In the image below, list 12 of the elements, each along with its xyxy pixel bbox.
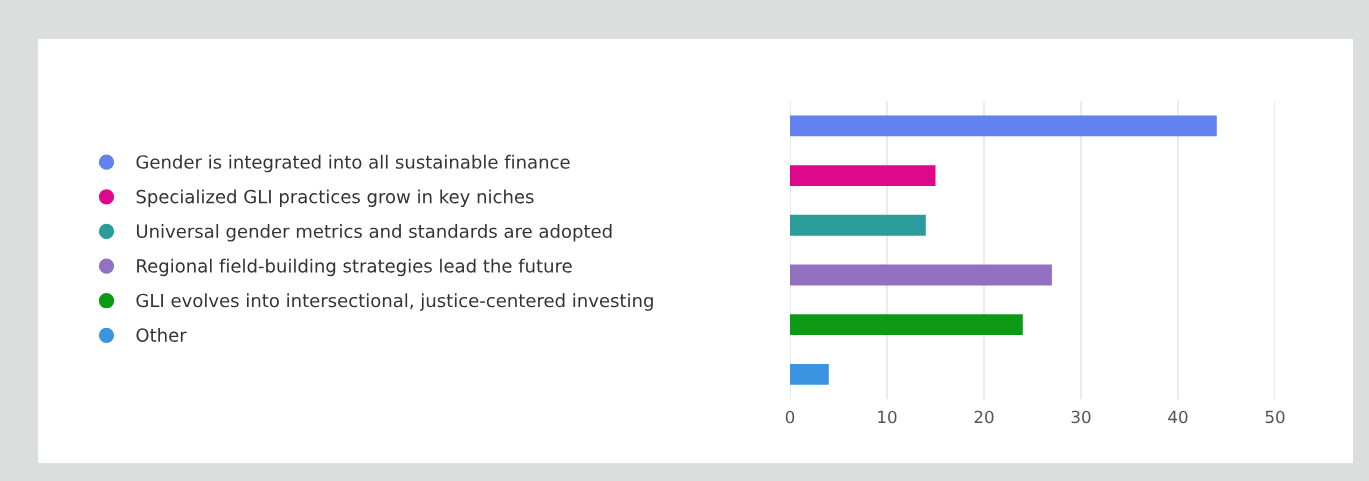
x-tick-label: 20	[974, 410, 994, 424]
x-tick-label: 10	[878, 410, 897, 424]
legend-label: Universal gender metrics and standards are adopted	[136, 224, 612, 242]
x-tick-label: 50	[1265, 410, 1285, 424]
x-tick-label: 0	[785, 410, 795, 424]
legend-label: GLI evolves into intersectional, justice-centered investing	[136, 293, 653, 311]
x-tick-label: 30	[1071, 410, 1091, 424]
legend-label: Gender is integrated into all sustainable finance	[136, 154, 570, 173]
legend-label: Other	[136, 327, 187, 342]
legend-label: Specialized GLI practices grow in key niches	[136, 189, 534, 207]
x-tick-label: 40	[1168, 410, 1188, 424]
legend-label: Regional field-building strategies lead the future	[137, 258, 572, 277]
